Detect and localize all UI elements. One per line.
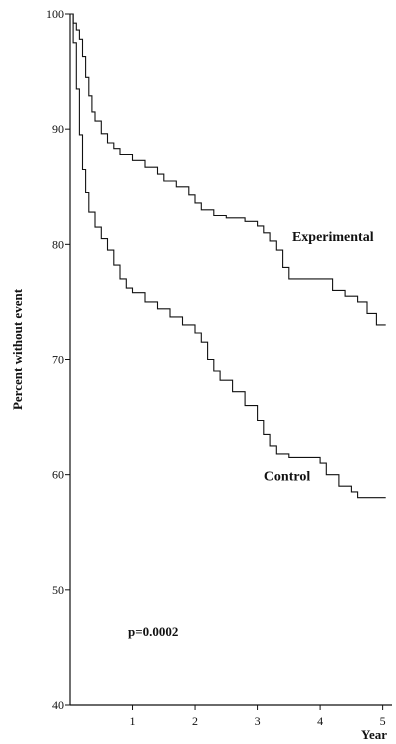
x-tick-label-3: 3	[255, 714, 261, 728]
x-tick-label-1: 1	[130, 714, 136, 728]
series-line-control	[70, 13, 386, 499]
series-label-experimental: Experimental	[292, 230, 374, 245]
series-line-experimental	[70, 13, 386, 326]
series-label-control: Control	[264, 469, 311, 484]
y-tick-label-40: 40	[52, 698, 64, 712]
y-ticks: 40 50 60 70 80 90 100	[46, 7, 70, 712]
x-ticks: 1 2 3 4 5	[130, 705, 386, 728]
x-tick-label-4: 4	[317, 714, 323, 728]
p-value-annotation: p=0.0002	[128, 624, 178, 639]
y-tick-label-100: 100	[46, 7, 64, 21]
y-tick-label-80: 80	[52, 237, 64, 251]
x-tick-label-5: 5	[380, 714, 386, 728]
y-tick-label-70: 70	[52, 353, 64, 367]
y-tick-label-50: 50	[52, 583, 64, 597]
x-axis-label: Year	[361, 727, 387, 742]
y-tick-label-60: 60	[52, 468, 64, 482]
x-tick-label-2: 2	[192, 714, 198, 728]
y-axis-label: Percent without event	[10, 288, 25, 410]
series-lines	[70, 13, 386, 499]
y-tick-label-90: 90	[52, 122, 64, 136]
